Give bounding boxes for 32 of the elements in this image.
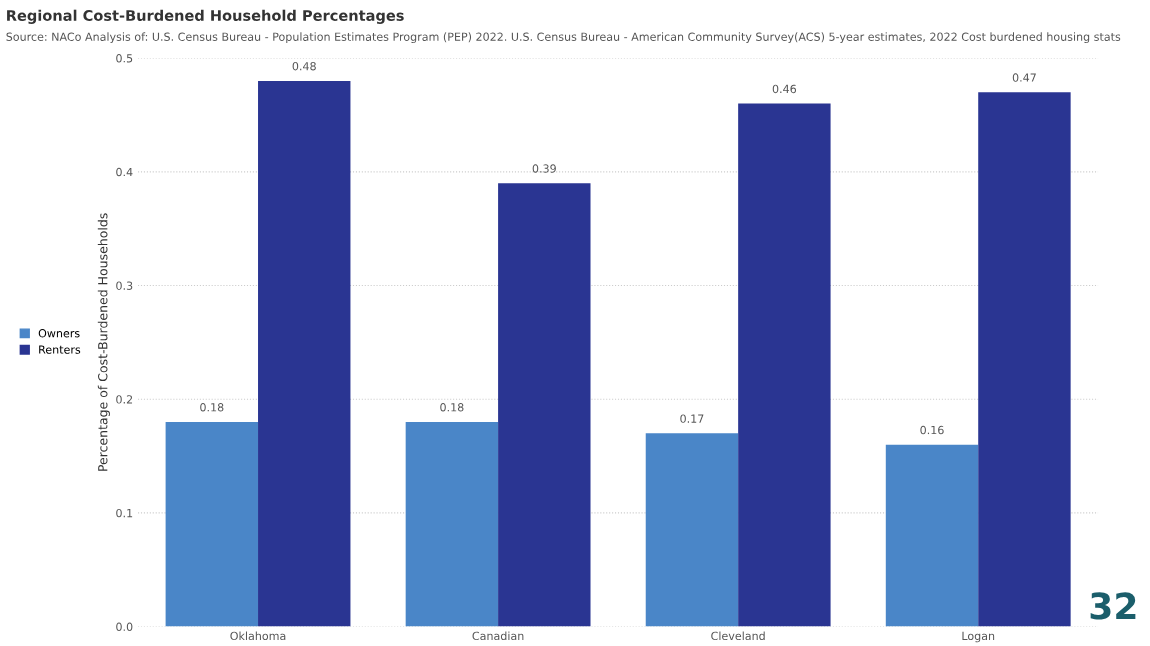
legend-label: Renters [39,345,81,354]
bar [498,183,591,627]
x-tick-label: Canadian [472,631,524,641]
bar [405,421,499,627]
y-tick-label: 0.3 [116,281,133,290]
x-tick-label: Logan [962,631,995,643]
y-axis-title: Percentage of Cost-Burdened Households [97,213,110,471]
data-label: 0.39 [532,164,556,173]
data-label: 0.18 [200,403,224,412]
legend-label: Owners [38,329,80,338]
bar [165,421,259,627]
y-tick-label: 0.5 [116,54,133,63]
chart-title: Regional Cost-Burdened Household Percentages [7,9,404,24]
bar [885,444,979,627]
y-tick-label: 0.4 [116,167,133,177]
data-label: 0.47 [1012,73,1036,82]
data-label: 0.48 [292,61,316,71]
y-tick-label: 0.2 [116,395,133,404]
data-label: 0.46 [772,84,797,94]
bar [258,80,351,627]
bar [738,103,831,627]
x-tick-label: Cleveland [711,631,765,641]
data-label: 0.17 [680,414,704,423]
data-label: 0.16 [920,425,944,435]
bar [978,92,1071,627]
y-tick-label: 0.0 [116,622,133,631]
chart-subtitle: Source: NACo Analysis of: U.S. Census Bureau - Population Estimates Program (PEP) 2022. U.S. Census Bureau - American Community Survey(ACS) 5-year estimates, 2022 Cost burdened housing stats [6,32,1121,44]
x-tick-label: Oklahoma [230,631,286,641]
data-label: 0.18 [440,403,464,412]
y-tick-label: 0.1 [116,508,133,518]
bar [645,433,739,627]
annotation: 32 [1090,592,1136,620]
